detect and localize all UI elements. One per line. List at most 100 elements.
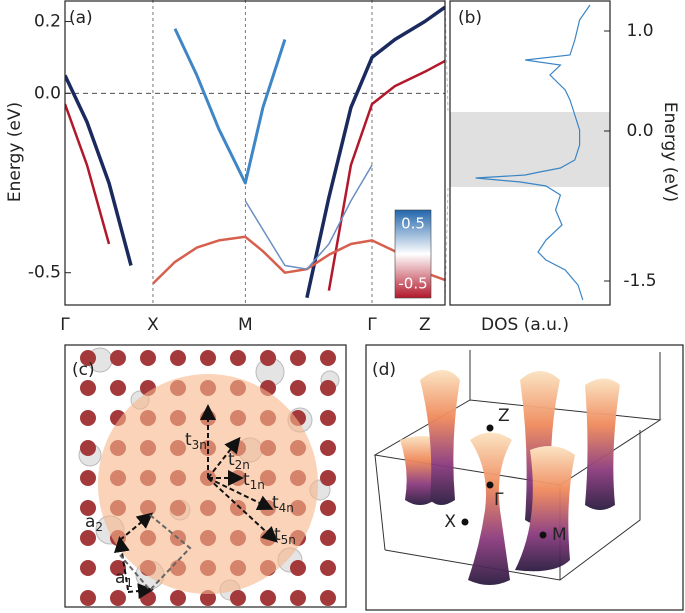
vector-base: a	[85, 512, 95, 532]
y-tick-label: -0.5	[28, 263, 61, 283]
panel-label: (a)	[69, 8, 93, 28]
vector-sub: 1	[125, 576, 133, 590]
vector-label: t1n	[243, 470, 265, 492]
vector	[207, 436, 241, 479]
y-tick-label: -1.5	[623, 271, 656, 291]
red-atom	[290, 560, 306, 576]
red-atom	[260, 590, 276, 606]
vector-sub: 1n	[250, 478, 265, 492]
y-axis-title: Energy (eV)	[660, 102, 680, 202]
y-tick-label: 0.0	[626, 121, 653, 141]
y-tick-label: 1.0	[626, 21, 653, 41]
band	[244, 164, 373, 270]
red-atom	[200, 590, 216, 606]
band	[65, 59, 445, 291]
vector-base: t	[274, 525, 281, 545]
red-atom	[320, 350, 336, 366]
red-atom	[320, 560, 336, 576]
k-point	[486, 481, 494, 489]
vector-sub: 2n	[235, 458, 250, 472]
vector-label: t2n	[228, 450, 250, 472]
panel-label: (b)	[458, 8, 482, 28]
vector-base: a	[115, 568, 125, 588]
red-atom	[320, 380, 336, 396]
vector-label: a2	[85, 512, 103, 534]
red-atom	[230, 350, 246, 366]
axes-frame	[449, 0, 611, 306]
vector-sub: 5n	[281, 533, 296, 547]
red-atom	[290, 350, 306, 366]
red-atom	[320, 410, 336, 426]
vectors	[113, 404, 278, 600]
x-tick-label: Z	[419, 315, 431, 335]
x-axis-title: DOS (a.u.)	[481, 315, 569, 335]
colorbar-label: -0.5	[398, 275, 427, 293]
vector	[127, 583, 154, 600]
vector-label: t4n	[272, 493, 294, 515]
red-atom	[320, 500, 336, 516]
x-tick-label: X	[147, 315, 159, 335]
panel-label: (c)	[72, 360, 95, 380]
red-atom	[170, 350, 186, 366]
k-point-label: X	[444, 512, 456, 532]
hopping-disk	[98, 374, 318, 594]
vector	[207, 477, 274, 510]
band	[65, 5, 445, 299]
red-atom	[80, 590, 96, 606]
vector-base: t	[243, 470, 250, 490]
vector	[207, 477, 278, 543]
red-atom	[320, 470, 336, 486]
red-atom	[110, 590, 126, 606]
vector	[119, 512, 154, 541]
red-atom	[140, 350, 156, 366]
x-tick-label: Γ	[60, 315, 70, 335]
k-point-label: Z	[498, 406, 510, 426]
vector-base: t	[228, 450, 235, 470]
vector-label: t5n	[274, 525, 296, 547]
red-atom	[290, 590, 306, 606]
red-atom	[80, 470, 96, 486]
red-atom	[80, 410, 96, 426]
red-atom	[320, 440, 336, 456]
k-point-label: Γ	[494, 490, 504, 510]
red-atom	[80, 530, 96, 546]
red-atom	[170, 590, 186, 606]
red-atom	[110, 350, 126, 366]
vector-sub: 2	[95, 520, 103, 534]
red-atom	[290, 380, 306, 396]
shade	[450, 112, 610, 187]
vector	[113, 536, 130, 591]
y-tick-label: 0.2	[34, 12, 61, 32]
unit-cell	[119, 514, 192, 592]
vector-base: t	[185, 430, 192, 450]
red-atom	[80, 350, 96, 366]
red-atom	[230, 590, 246, 606]
panel-label: (d)	[372, 360, 396, 380]
y-axis-title: Energy (eV)	[5, 102, 25, 202]
axes-frame	[64, 0, 446, 306]
red-atom	[110, 560, 126, 576]
vector-base: t	[272, 493, 279, 513]
vector-label: a1	[115, 568, 133, 590]
k-point	[461, 518, 469, 526]
red-atom	[80, 560, 96, 576]
red-atom	[320, 590, 336, 606]
vector-label: t3n	[185, 430, 207, 452]
red-atom	[320, 530, 336, 546]
k-point-label: M	[552, 525, 567, 545]
vector-sub: 3n	[192, 438, 207, 452]
red-atom	[140, 590, 156, 606]
panel-d: (d) Z Γ X M	[365, 344, 684, 611]
x-tick-label: Γ	[367, 315, 377, 335]
dos-line	[475, 4, 591, 301]
y-tick-label: 0.0	[34, 83, 61, 103]
colorbar-label: 0.5	[401, 215, 425, 233]
band	[173, 28, 287, 185]
red-atom	[260, 350, 276, 366]
k-points: Z Γ X M	[444, 406, 566, 545]
red-atom	[80, 440, 96, 456]
red-atom	[80, 380, 96, 396]
